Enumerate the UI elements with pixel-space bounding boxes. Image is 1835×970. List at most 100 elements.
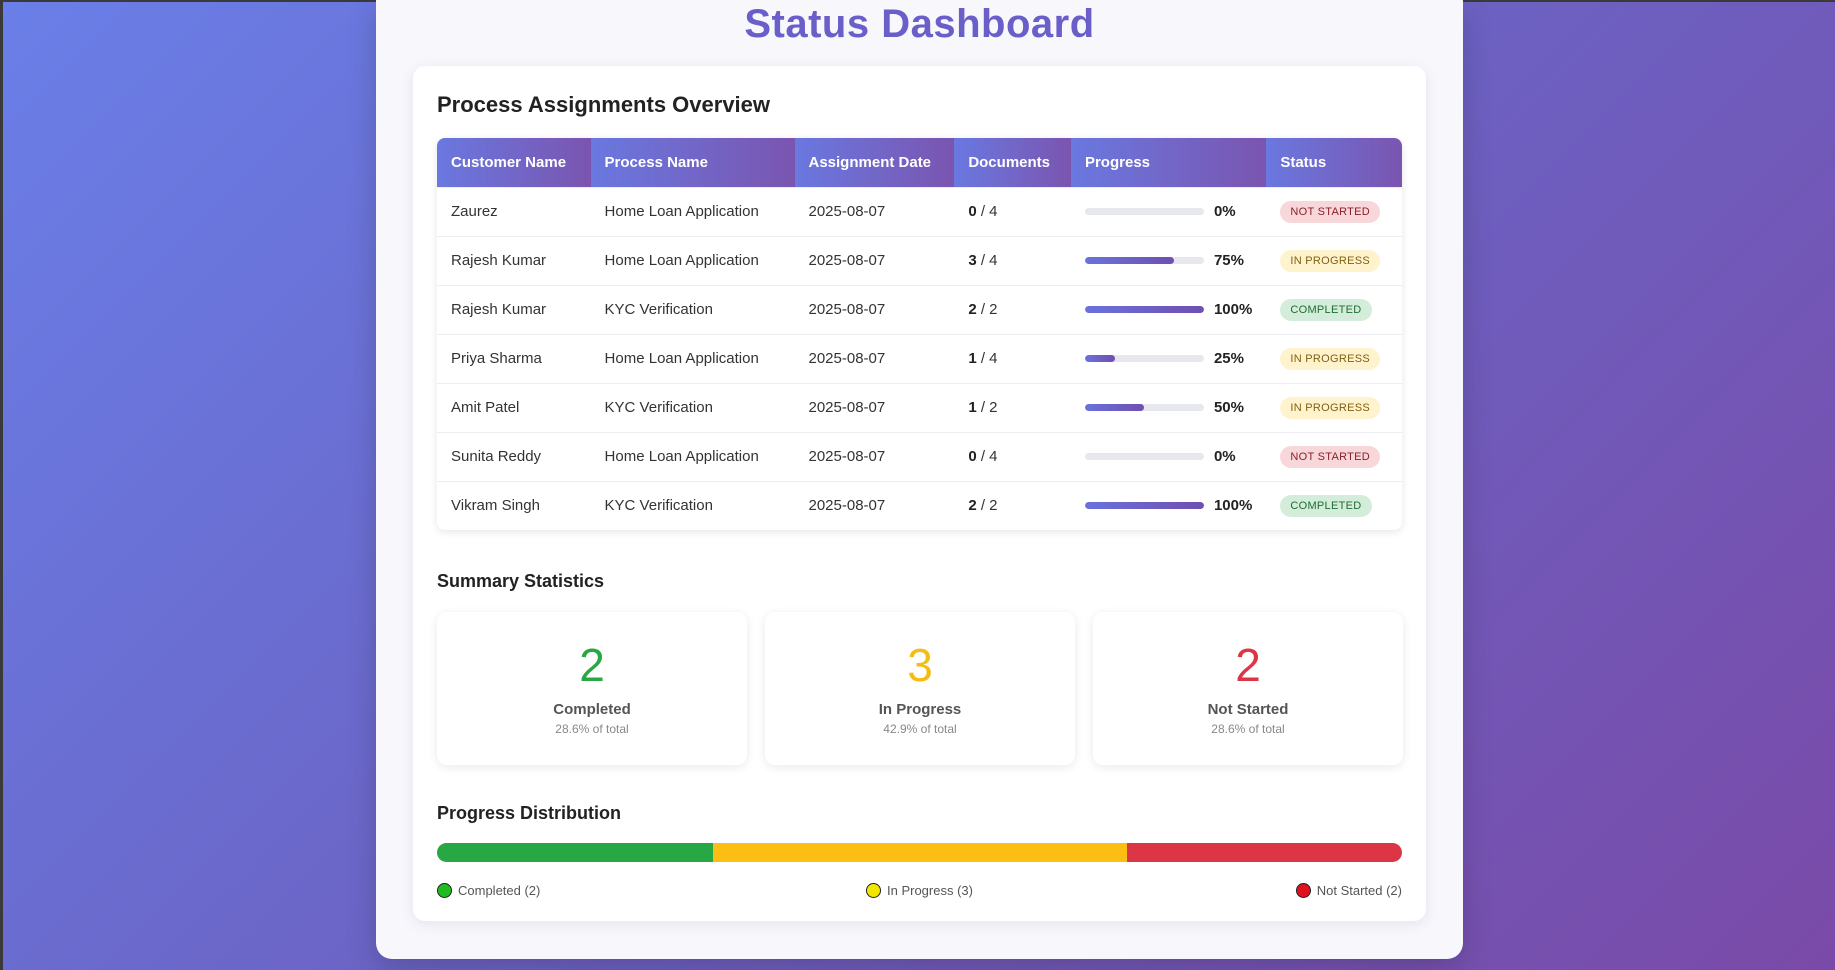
cell-progress: 25% <box>1071 334 1266 383</box>
cell-status: COMPLETED <box>1266 285 1402 334</box>
progress-percent: 0% <box>1213 448 1236 465</box>
progress-bar <box>1084 453 1204 460</box>
docs-total: / 4 <box>980 350 998 367</box>
stat-value: 3 <box>907 639 933 691</box>
legend-label: Completed (2) <box>458 883 541 898</box>
table-row: Vikram Singh KYC Verification 2025-08-07 2 … <box>437 481 1402 530</box>
status-badge: IN PROGRESS <box>1280 249 1381 272</box>
progress-bar-fill <box>1084 404 1145 411</box>
cell-date: 2025-08-07 <box>808 301 886 318</box>
cell-process: KYC Verification <box>604 399 713 416</box>
cell-process: Home Loan Application <box>604 252 759 269</box>
stat-card-in-progress: 3 In Progress 42.9% of total <box>765 612 1075 765</box>
table-row: Zaurez Home Loan Application 2025-08-07 0 /… <box>437 187 1402 236</box>
status-badge: NOT STARTED <box>1280 445 1381 468</box>
cell-customer: Priya Sharma <box>451 350 542 367</box>
progress-percent: 0% <box>1213 203 1236 220</box>
table-row: Priya Sharma Home Loan Application 2025-08… <box>437 334 1402 383</box>
docs-done: 1 <box>968 399 977 416</box>
col-documents: Documents <box>954 138 1071 187</box>
dashboard-card: Process Assignments Overview Customer Na… <box>413 66 1426 921</box>
docs-total: / 4 <box>980 252 998 269</box>
docs-done: 0 <box>968 448 977 465</box>
docs-total: / 2 <box>980 301 998 318</box>
stat-value: 2 <box>579 639 605 691</box>
progress-bar <box>1084 306 1204 313</box>
cell-process: Home Loan Application <box>604 350 759 367</box>
docs-total: / 4 <box>980 448 998 465</box>
stat-subtext: 28.6% of total <box>555 721 629 736</box>
docs-total: / 2 <box>980 399 998 416</box>
docs-done: 2 <box>968 497 977 515</box>
cell-status: IN PROGRESS <box>1266 383 1402 432</box>
stat-label: In Progress <box>878 700 962 718</box>
col-customer-name: Customer Name <box>437 138 591 187</box>
distribution-bar <box>437 843 1402 862</box>
status-badge: NOT STARTED <box>1280 200 1381 223</box>
docs-done: 2 <box>968 301 977 318</box>
cell-date: 2025-08-07 <box>808 350 886 367</box>
docs-total: / 4 <box>980 203 998 220</box>
legend-dot-icon <box>866 883 881 898</box>
cell-date: 2025-08-07 <box>808 448 886 465</box>
cell-status: NOT STARTED <box>1266 187 1402 236</box>
docs-total: / 2 <box>980 497 998 515</box>
cell-date: 2025-08-07 <box>808 399 886 416</box>
legend-dot-icon <box>437 883 452 898</box>
table-header-row: Customer Name Process Name Assignment Da… <box>437 138 1402 187</box>
table-row: Amit Patel KYC Verification 2025-08-07 1 / … <box>437 383 1402 432</box>
col-assignment-date: Assignment Date <box>794 138 955 187</box>
status-badge: COMPLETED <box>1280 298 1372 321</box>
legend-in-progress: In Progress (3) <box>866 883 973 898</box>
cell-status: COMPLETED <box>1266 481 1402 530</box>
legend-dot-icon <box>1295 883 1311 898</box>
progress-bar-fill <box>1084 502 1204 510</box>
window-left-edge <box>0 0 3 970</box>
cell-customer: Amit Patel <box>451 399 520 416</box>
stat-value: 2 <box>1235 639 1261 691</box>
distribution-title: Progress Distribution <box>437 803 622 823</box>
status-badge: IN PROGRESS <box>1280 347 1381 370</box>
cell-customer: Rajesh Kumar <box>451 252 547 269</box>
progress-bar-fill <box>1084 257 1175 264</box>
col-progress: Progress <box>1070 138 1267 187</box>
status-badge: IN PROGRESS <box>1280 396 1381 419</box>
cell-date: 2025-08-07 <box>808 203 886 220</box>
progress-bar <box>1084 257 1204 264</box>
progress-bar-fill <box>1084 306 1204 313</box>
cell-date: 2025-08-07 <box>808 252 886 269</box>
progress-percent: 50% <box>1213 399 1244 416</box>
stat-card-not-started: 2 Not Started 28.6% of total <box>1093 612 1403 765</box>
cell-documents: 0 / 4 <box>954 187 1071 236</box>
stat-label: Completed <box>553 700 631 718</box>
dashboard-container: Status Dashboard Process Assignments Ove… <box>376 0 1463 959</box>
cell-progress: 75% <box>1071 236 1266 285</box>
stat-card-completed: 2 Completed 28.6% of total <box>437 612 747 765</box>
docs-done: 3 <box>968 252 977 269</box>
progress-percent: 100% <box>1213 301 1253 318</box>
cell-documents: 0 / 4 <box>954 432 1071 481</box>
cell-date: 2025-08-07 <box>808 497 886 515</box>
cell-progress: 0% <box>1071 432 1266 481</box>
cell-status: IN PROGRESS <box>1266 236 1402 285</box>
legend-label: In Progress (3) <box>887 883 973 898</box>
assignments-table: Customer Name Process Name Assignment Da… <box>437 138 1402 530</box>
cell-progress: 0% <box>1071 187 1266 236</box>
cell-customer: Vikram Singh <box>451 497 540 515</box>
stat-subtext: 28.6% of total <box>1211 721 1285 736</box>
cell-customer: Sunita Reddy <box>451 448 542 465</box>
progress-bar <box>1084 355 1204 362</box>
legend-label: Not Started (2) <box>1316 883 1402 898</box>
cell-documents: 1 / 4 <box>954 334 1071 383</box>
cell-process: KYC Verification <box>604 497 713 515</box>
cell-documents: 3 / 4 <box>954 236 1071 285</box>
assignments-title: Process Assignments Overview <box>437 92 771 117</box>
cell-documents: 2 / 2 <box>954 481 1071 530</box>
stat-subtext: 42.9% of total <box>883 721 957 736</box>
cell-progress: 100% <box>1071 285 1266 334</box>
col-status: Status <box>1266 138 1402 187</box>
cell-process: KYC Verification <box>604 301 713 318</box>
cell-status: IN PROGRESS <box>1266 334 1402 383</box>
table-row: Rajesh Kumar KYC Verification 2025-08-07 2 … <box>437 285 1402 334</box>
cell-documents: 1 / 2 <box>954 383 1071 432</box>
